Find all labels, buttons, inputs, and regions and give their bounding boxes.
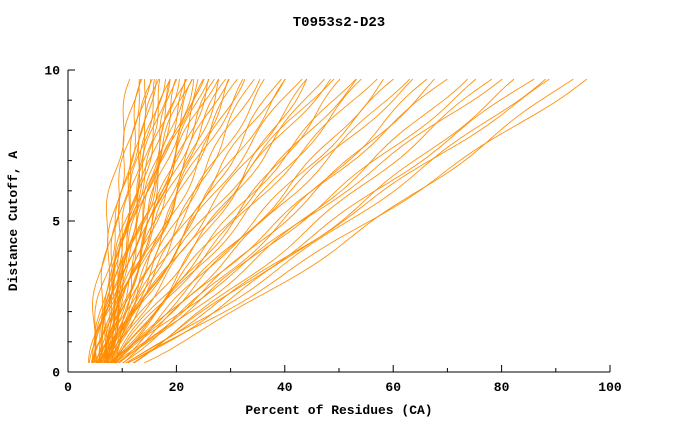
chart-title: T0953s2-D23 (293, 15, 385, 31)
model-curve (99, 78, 188, 363)
x-axis-label: Percent of Residues (CA) (245, 403, 432, 418)
model-curve (102, 78, 246, 363)
model-curve (112, 78, 308, 364)
model-curve (98, 79, 171, 363)
model-curve (94, 78, 244, 364)
model-curve (93, 78, 153, 363)
model-curve (94, 79, 142, 363)
model-curve (104, 78, 230, 363)
x-tick-label: 100 (598, 380, 622, 395)
x-tick-label: 20 (169, 380, 185, 395)
model-curve (118, 78, 468, 364)
model-curve (90, 79, 195, 364)
model-curve (104, 78, 215, 364)
model-curve (103, 78, 143, 364)
y-axis-label: Distance Cutoff, A (6, 151, 21, 292)
model-curve (109, 78, 282, 364)
model-curve (106, 78, 286, 363)
model-curve (125, 78, 550, 364)
model-curve (110, 78, 303, 364)
model-curve (92, 79, 199, 363)
model-curve (125, 78, 546, 364)
model-curve (114, 78, 435, 364)
model-curve (108, 78, 362, 364)
x-tick-label: 60 (385, 380, 401, 395)
model-curve (107, 78, 325, 364)
model-curve (98, 78, 265, 364)
model-curve (105, 78, 331, 364)
model-curve (144, 78, 574, 364)
x-tick-label: 80 (494, 380, 510, 395)
x-tick-label: 40 (277, 380, 293, 395)
model-curve (112, 78, 357, 364)
model-curve (128, 78, 588, 364)
model-curve (104, 78, 308, 364)
model-curve (116, 78, 477, 364)
y-tick-label: 5 (52, 215, 60, 230)
model-curve (122, 78, 448, 364)
model-curve (88, 79, 180, 363)
model-curve (94, 79, 152, 363)
model-curve (91, 78, 131, 364)
model-curve (104, 78, 335, 364)
model-curve (114, 78, 378, 364)
model-curve (134, 78, 535, 364)
model-curve (127, 78, 515, 364)
axes: 0 20 40 60 80 100 0 5 10 (44, 64, 622, 396)
model-curve (114, 78, 503, 364)
x-tick-label: 0 (64, 380, 72, 395)
model-curve (118, 78, 394, 364)
model-curve (97, 78, 229, 364)
y-tick-label: 0 (52, 366, 60, 381)
model-curve (112, 78, 357, 364)
model-curve (113, 78, 414, 364)
model-curve (132, 78, 493, 364)
model-curve (94, 78, 219, 363)
model-curve (108, 78, 384, 364)
model-curves (88, 78, 588, 364)
model-curve (111, 78, 210, 363)
y-tick-label: 10 (44, 64, 60, 79)
